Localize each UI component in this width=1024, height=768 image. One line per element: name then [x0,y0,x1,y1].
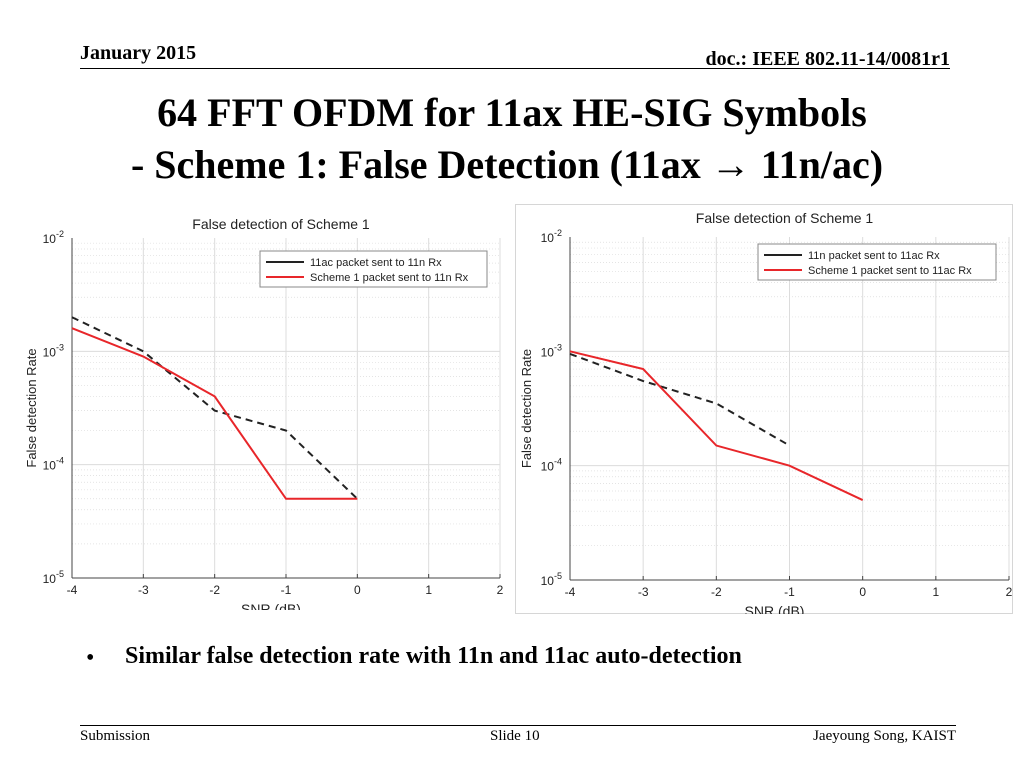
x-tick-label: -1 [281,583,292,597]
y-tick-base: 10 [43,459,57,473]
y-tick-base: 10 [43,572,57,586]
legend-label-0: 11n packet sent to 11ac Rx [808,250,940,262]
series-line-0 [71,316,359,500]
y-tick-label: 10-4 [43,456,64,473]
slide-title-line2: - Scheme 1: False Detection (11ax → 11n/… [0,140,1019,190]
x-axis-label: SNR (dB) [745,603,805,614]
y-axis-label: False detection Rate [24,348,39,467]
y-tick-base: 10 [541,345,555,359]
footer-author: Jaeyoung Song, KAIST [813,728,956,744]
bullet-text: Similar false detection rate with 11n an… [125,643,742,669]
chart-title: False detection of Scheme 1 [696,210,874,226]
y-tick-label: 10-2 [541,228,562,245]
y-tick-label: 10-5 [43,569,64,586]
x-tick-label: 0 [354,583,361,597]
x-tick-label: 2 [497,583,504,597]
legend-label-1: Scheme 1 packet sent to 11n Rx [310,272,469,284]
right-arrow-icon: → [710,142,751,187]
x-tick-label: 1 [932,585,939,599]
y-tick-label: 10-5 [541,571,562,588]
bullet-symbol: • [86,645,95,671]
x-tick-label: -2 [209,583,220,597]
y-tick-base: 10 [541,231,555,245]
y-tick-label: 10-2 [43,229,64,246]
y-tick-exponent: -5 [554,571,562,581]
x-tick-label: -4 [67,583,78,597]
legend-label-1: Scheme 1 packet sent to 11ac Rx [808,265,972,277]
header-doc-id: doc.: IEEE 802.11-14/0081r1 [705,48,950,70]
slide-title-line1: 64 FFT OFDM for 11ax HE-SIG Symbols [157,90,867,135]
y-tick-exponent: -4 [56,456,64,466]
y-tick-base: 10 [541,574,555,588]
title-line2-prefix: - Scheme 1: False Detection (11ax [130,142,711,187]
y-axis-label: False detection Rate [519,349,534,468]
y-tick-label: 10-4 [541,457,562,474]
footer-divider [80,725,956,726]
footer-submission: Submission [80,728,151,744]
x-tick-label: -2 [711,585,722,599]
x-tick-label: -3 [138,583,149,597]
y-tick-exponent: -4 [554,457,562,467]
y-tick-label: 10-3 [541,342,562,359]
y-tick-exponent: -2 [56,229,64,239]
title-line2-suffix: 11n/ac) [750,142,884,187]
x-axis-label: SNR (dB) [241,601,301,610]
series-line-1 [569,350,864,501]
footer-slide-number: Slide 10 [490,728,540,744]
legend-box [757,243,997,281]
x-tick-label: 0 [859,585,866,599]
y-tick-exponent: -3 [56,342,64,352]
y-tick-base: 10 [541,460,555,474]
y-tick-exponent: -2 [554,228,562,238]
x-tick-label: 1 [425,583,432,597]
x-tick-label: 2 [1006,585,1013,599]
x-tick-label: -1 [784,585,795,599]
header-divider [80,68,950,69]
legend-label-0: 11ac packet sent to 11n Rx [310,257,442,269]
series-line-1 [71,327,358,500]
chart-title: False detection of Scheme 1 [192,216,370,232]
x-tick-label: -3 [638,585,649,599]
series-line-0 [569,352,790,447]
x-tick-label: -4 [565,585,576,599]
header-date: January 2015 [80,42,197,64]
y-tick-exponent: -3 [554,342,562,352]
legend-box [259,250,488,288]
y-tick-base: 10 [43,232,57,246]
y-tick-base: 10 [43,345,57,359]
y-tick-label: 10-3 [43,342,64,359]
y-tick-exponent: -5 [56,569,64,579]
